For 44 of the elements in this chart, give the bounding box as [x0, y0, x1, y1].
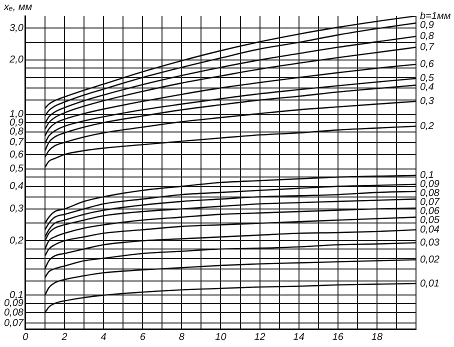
series-label: 0,7	[420, 42, 434, 54]
y-tick-label: 0,7	[10, 137, 24, 148]
series-label: 0,9	[420, 20, 434, 31]
y-tick-label: 0,07	[4, 318, 24, 329]
y-tick-label: 3,0	[10, 22, 24, 34]
y-tick-label: 0,5	[10, 164, 24, 175]
series-label: 0,2	[420, 120, 434, 132]
series-label: 0,03	[420, 238, 440, 249]
x-tick-label: 16	[332, 332, 344, 343]
series-label: 0,1	[420, 170, 434, 182]
x-tick-label: 2	[60, 332, 68, 343]
x-tick-label: 10	[215, 332, 227, 343]
series-label: 0,09	[420, 179, 440, 190]
series-label: 0,05	[420, 215, 440, 226]
x-tick-label: 12	[254, 332, 266, 343]
x-tick-label: 18	[371, 332, 383, 343]
y-tick-label: 0,9	[10, 117, 24, 128]
series-label: 0,4	[420, 82, 434, 94]
series-label: 0,5	[420, 73, 434, 84]
series-label: 0,04	[420, 224, 440, 236]
y-tick-label: 0,8	[10, 126, 24, 138]
x-tick-label: 6	[140, 332, 146, 343]
series-label: 0,6	[420, 59, 434, 70]
y-tick-label: 2,0	[8, 54, 24, 66]
y-tick-label: 0,6	[10, 149, 24, 160]
x-tick-label: 4	[100, 332, 107, 343]
y-tick-label: 0,08	[4, 307, 24, 318]
series-label: 0,08	[420, 188, 440, 200]
series-label: 0,06	[420, 206, 440, 218]
y-tick-label: 0,2	[10, 236, 24, 247]
y-tick-label: 0,1	[10, 290, 24, 301]
x-tick-label: 0	[22, 332, 29, 343]
x-tick-label: 8	[178, 332, 185, 343]
x-tick-label: 14	[293, 332, 305, 343]
series-label: b=1мм	[420, 10, 451, 22]
series-label: 0,01	[420, 278, 440, 290]
series-label: 0,02	[420, 254, 440, 266]
series-label: 0,8	[420, 31, 434, 42]
y-axis-title: xₑ, мм	[3, 2, 32, 13]
y-tick-label: 0,3	[10, 204, 24, 215]
y-tick-label: 0,09	[4, 298, 24, 310]
y-tick-label: 0,4	[10, 181, 24, 192]
series-label: 0,3	[420, 96, 434, 108]
series-label: 0,07	[420, 197, 440, 208]
